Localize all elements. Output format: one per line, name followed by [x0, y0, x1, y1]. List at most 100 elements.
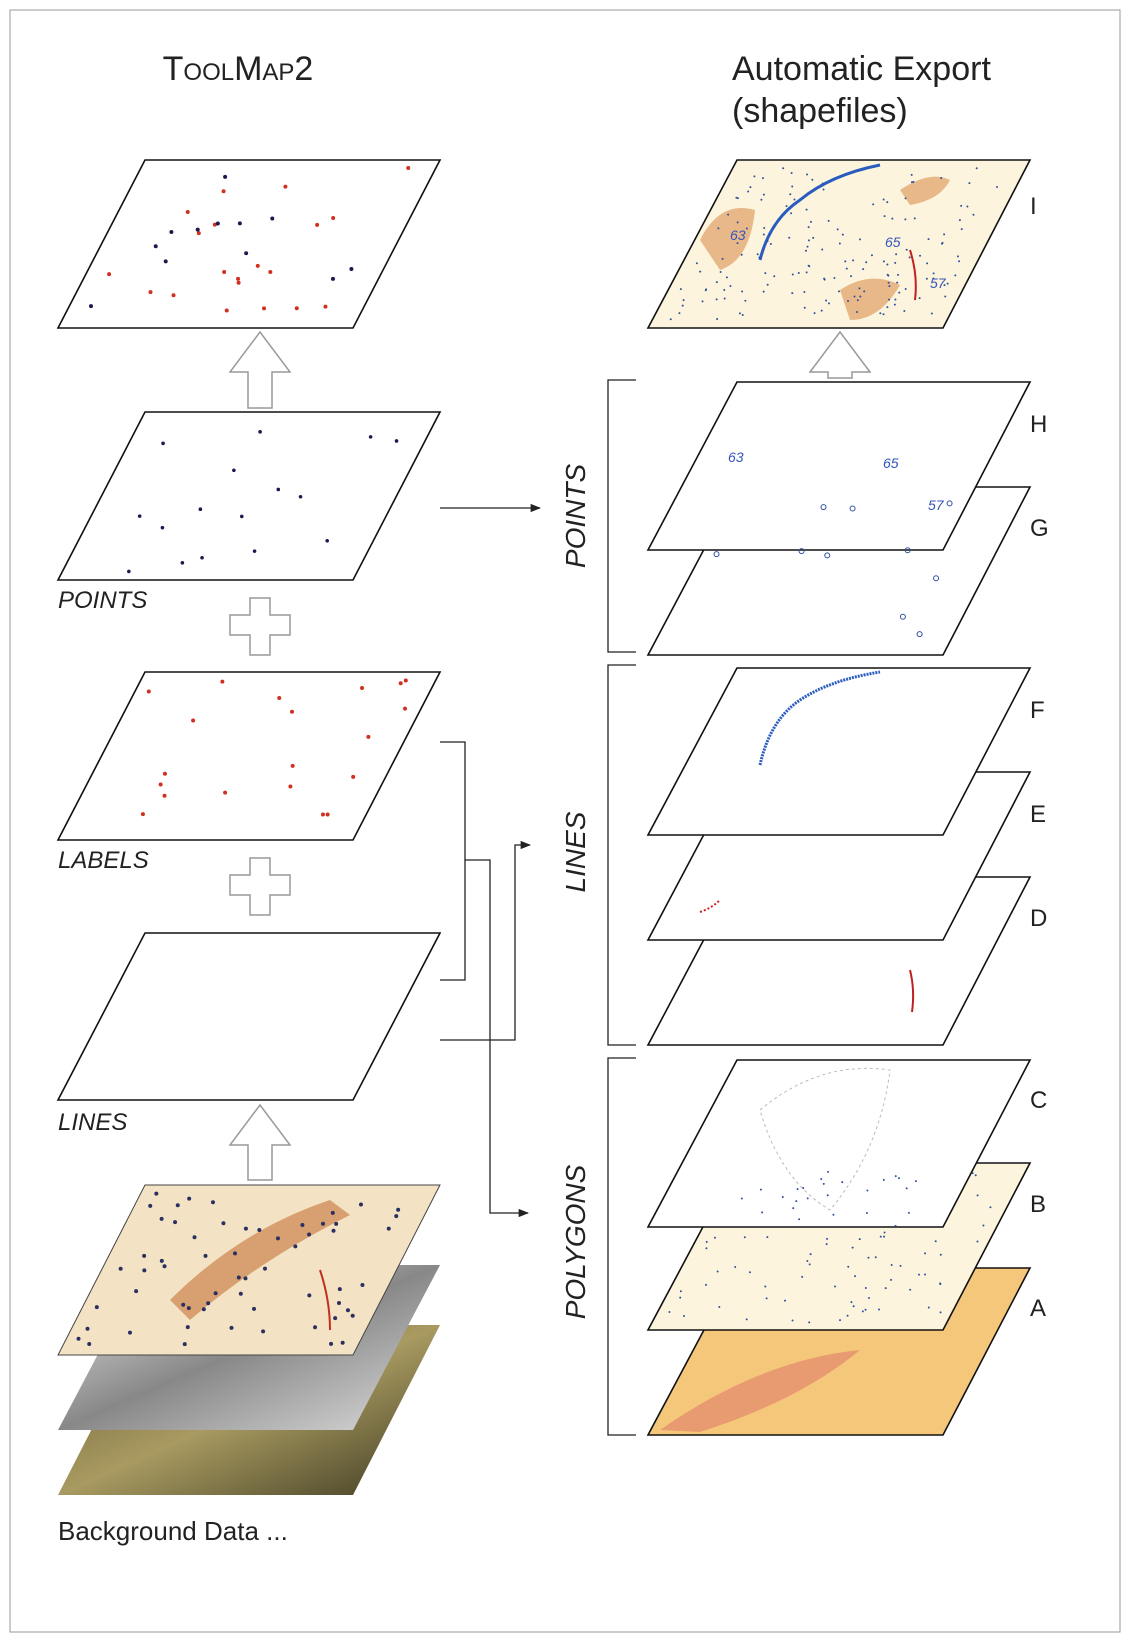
map-symbol	[879, 1235, 882, 1238]
map-symbol	[729, 285, 732, 288]
geology-unit	[170, 1200, 350, 1320]
map-symbol	[394, 1214, 399, 1219]
map-symbol	[719, 271, 722, 274]
map-symbol	[681, 304, 684, 307]
map-symbol	[213, 1291, 218, 1296]
polygon-outline	[759, 1067, 891, 1211]
map-symbol	[836, 228, 839, 231]
map-symbol	[912, 180, 915, 183]
map-symbol	[764, 1285, 767, 1288]
map-symbol	[808, 1321, 811, 1324]
map-symbol	[333, 1316, 338, 1321]
map-symbol	[884, 1287, 887, 1290]
layer-letter: E	[1030, 801, 1046, 828]
map-symbol	[403, 678, 408, 683]
map-symbol	[847, 1265, 850, 1268]
map-symbol	[725, 276, 728, 279]
map-symbol	[807, 264, 810, 267]
map-symbol	[187, 1196, 192, 1201]
map-symbol	[939, 1253, 942, 1256]
map-symbol	[824, 552, 831, 559]
map-symbol	[744, 299, 747, 302]
map-symbol	[769, 242, 772, 245]
map-symbol	[927, 238, 930, 241]
map-symbol	[841, 1181, 844, 1184]
map-symbol	[748, 1271, 751, 1274]
map-symbol	[334, 1221, 339, 1226]
map-symbol	[232, 468, 236, 473]
map-symbol	[850, 275, 853, 278]
lines-layer	[56, 932, 442, 1101]
map-symbol	[862, 268, 865, 271]
map-symbol	[806, 1197, 809, 1200]
layer-letter: C	[1030, 1087, 1047, 1114]
map-symbol	[224, 308, 229, 313]
map-symbol	[162, 793, 167, 798]
map-symbol	[358, 1202, 363, 1207]
map-symbol	[268, 270, 273, 275]
map-symbol	[851, 1246, 854, 1249]
map-symbol	[294, 306, 299, 311]
map-symbol	[894, 298, 897, 301]
map-symbol	[275, 1236, 280, 1241]
map-symbol	[874, 1256, 877, 1259]
map-symbol	[821, 182, 824, 185]
map-symbol	[159, 1258, 164, 1263]
map-symbol	[180, 561, 185, 565]
map-symbol	[201, 1307, 206, 1312]
map-symbol	[820, 1178, 823, 1181]
map-symbol	[844, 260, 847, 263]
map-symbol	[701, 300, 704, 303]
map-symbol	[153, 244, 158, 249]
dip-label: 57	[930, 275, 947, 291]
map-symbol	[882, 313, 885, 316]
map-symbol	[801, 1275, 804, 1278]
map-symbol	[192, 1235, 197, 1240]
map-symbol	[792, 1207, 795, 1210]
map-symbol	[886, 201, 889, 204]
map-symbol	[908, 256, 911, 259]
layer-letter: D	[1030, 905, 1047, 932]
connector	[440, 741, 466, 981]
map-symbol	[866, 1189, 869, 1192]
map-symbol	[858, 238, 861, 241]
map-symbol	[159, 1216, 164, 1221]
bracket	[607, 379, 636, 653]
map-symbol	[941, 241, 944, 244]
map-symbol	[907, 1211, 910, 1214]
map-symbol	[850, 1301, 853, 1304]
map-symbol	[368, 435, 373, 439]
dip-label: 65	[885, 234, 901, 250]
map-symbol	[137, 514, 142, 518]
map-symbol	[276, 487, 281, 492]
map-symbol	[330, 276, 335, 281]
map-symbol	[236, 1275, 241, 1280]
map-symbol	[904, 547, 911, 554]
map-symbol	[832, 1213, 835, 1216]
map-symbol	[749, 186, 752, 189]
map-symbol	[756, 253, 759, 256]
map-symbol	[740, 253, 743, 256]
map-symbol	[960, 228, 963, 231]
map-symbol	[918, 297, 921, 300]
map-symbol	[337, 1301, 342, 1306]
map-symbol	[872, 203, 875, 206]
map-symbol	[727, 213, 730, 216]
map-symbol	[806, 173, 809, 176]
map-symbol	[766, 1236, 769, 1239]
connector	[465, 859, 530, 1218]
map-symbol	[838, 290, 841, 293]
map-symbol	[736, 221, 739, 224]
map-symbol	[345, 1308, 350, 1313]
layer-letter: B	[1030, 1191, 1046, 1218]
map-symbol	[916, 631, 923, 638]
map-symbol	[162, 771, 167, 776]
map-symbol	[899, 613, 906, 620]
map-symbol	[905, 248, 908, 251]
map-symbol	[761, 1211, 764, 1214]
map-symbol	[826, 1237, 829, 1240]
layer-label: LABELS	[58, 847, 149, 874]
map-symbol	[741, 290, 744, 293]
map-symbol	[406, 166, 411, 171]
